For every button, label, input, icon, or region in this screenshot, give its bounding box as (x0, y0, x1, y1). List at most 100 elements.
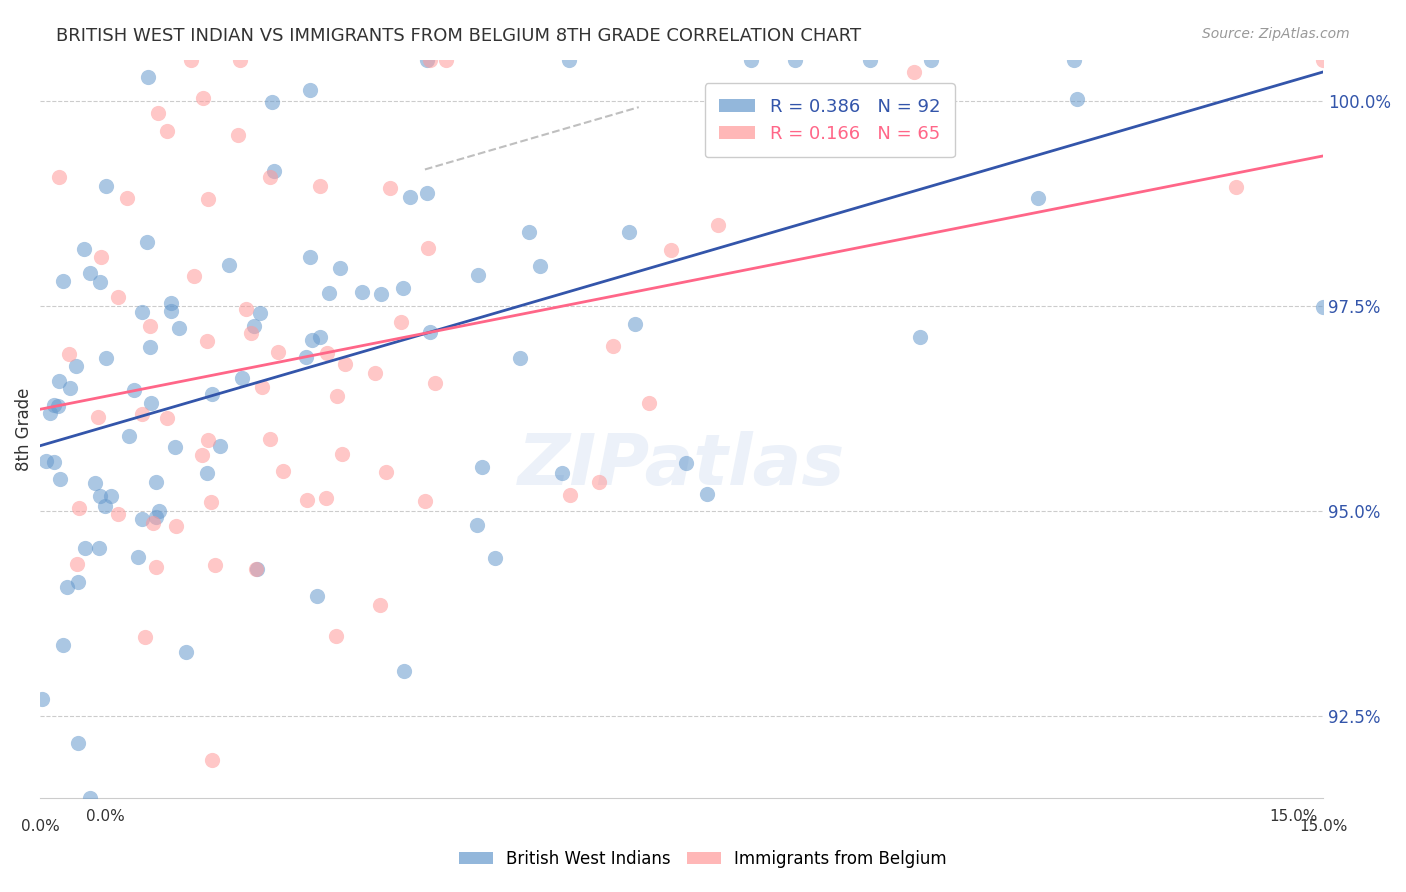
Point (1066, 92, 1088, 106)
Point (298, 250, 321, 264)
Point (174, 645, 197, 659)
Point (783, 53, 806, 67)
Y-axis label: 8th Grade: 8th Grade (15, 387, 32, 471)
Point (318, 285, 340, 300)
Point (56, 580, 79, 594)
Point (142, 516, 165, 530)
Point (416, 53, 439, 67)
Point (145, 560, 167, 574)
Point (558, 53, 581, 67)
Point (90, 250, 112, 264)
Point (84, 476, 107, 491)
Point (509, 351, 531, 365)
Point (415, 186, 437, 201)
Point (558, 488, 581, 502)
Point (73, 242, 96, 256)
Point (271, 464, 294, 478)
Point (1225, 179, 1247, 194)
Point (295, 493, 318, 508)
Point (326, 389, 349, 403)
Point (315, 491, 337, 505)
Point (201, 387, 224, 401)
Point (1026, 191, 1049, 205)
Point (159, 304, 181, 318)
Point (330, 447, 353, 461)
Point (136, 70, 159, 84)
Point (145, 510, 167, 524)
Point (263, 164, 285, 178)
Point (165, 519, 187, 533)
Point (218, 258, 240, 272)
Point (1312, 53, 1334, 67)
Point (195, 466, 218, 480)
Point (389, 315, 412, 329)
Point (260, 95, 283, 110)
Point (325, 628, 347, 642)
Point (156, 410, 179, 425)
Legend: British West Indians, Immigrants from Belgium: British West Indians, Immigrants from Be… (453, 844, 953, 875)
Point (93, 499, 115, 513)
Point (115, 191, 138, 205)
Point (305, 589, 328, 603)
Text: ZIPatlas: ZIPatlas (517, 432, 845, 500)
Point (239, 326, 262, 340)
Point (229, 53, 252, 67)
Point (250, 380, 273, 394)
Point (89, 275, 111, 289)
Point (66, 557, 89, 571)
Point (517, 225, 540, 239)
Point (484, 551, 506, 566)
Text: 0.0%: 0.0% (86, 809, 125, 823)
Point (267, 345, 290, 359)
Point (160, 296, 183, 310)
Point (903, 65, 925, 79)
Point (350, 285, 373, 299)
Point (100, 489, 122, 503)
Point (624, 317, 647, 331)
Point (127, 550, 149, 565)
Point (201, 753, 224, 767)
Point (231, 371, 253, 385)
Text: BRITISH WEST INDIAN VS IMMIGRANTS FROM BELGIUM 8TH GRADE CORRELATION CHART: BRITISH WEST INDIAN VS IMMIGRANTS FROM B… (56, 27, 862, 45)
Point (59, 381, 82, 395)
Point (299, 83, 322, 97)
Point (246, 562, 269, 576)
Point (617, 225, 640, 239)
Point (434, 53, 457, 67)
Point (602, 339, 624, 353)
Point (193, 90, 215, 104)
Point (167, 321, 190, 335)
Point (419, 325, 441, 339)
Point (139, 396, 162, 410)
Point (416, 242, 439, 256)
Point (920, 53, 942, 67)
Point (94, 179, 117, 194)
Point (1063, 53, 1085, 67)
Point (139, 341, 162, 355)
Point (308, 178, 330, 193)
Point (235, 301, 257, 316)
Point (183, 269, 205, 284)
Point (259, 432, 281, 446)
Point (329, 260, 352, 275)
Point (107, 507, 129, 521)
Point (42, 398, 65, 412)
Point (117, 428, 139, 442)
Point (66, 574, 89, 589)
Point (31, 692, 53, 706)
Point (419, 53, 441, 67)
Point (52, 638, 75, 652)
Point (131, 512, 153, 526)
Point (249, 306, 271, 320)
Point (180, 53, 202, 67)
Point (638, 396, 661, 410)
Point (94, 351, 117, 366)
Point (89, 541, 111, 555)
Point (73, 541, 96, 555)
Point (316, 346, 339, 360)
Point (910, 330, 932, 344)
Point (131, 407, 153, 421)
Point (148, 504, 170, 518)
Point (136, 235, 159, 249)
Point (39, 406, 62, 420)
